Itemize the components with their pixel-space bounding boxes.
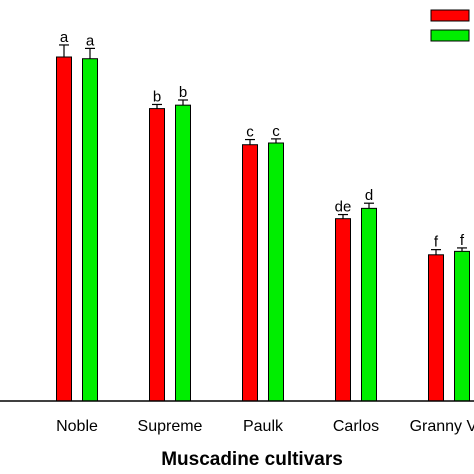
significance-label: d	[365, 187, 373, 204]
bar	[82, 58, 98, 402]
significance-label: de	[335, 199, 352, 216]
x-tick-label: Paulk	[243, 418, 284, 435]
bar	[268, 142, 284, 402]
bar	[56, 56, 72, 402]
bar	[428, 254, 444, 402]
bars-layer: aabbccdedffe	[56, 29, 470, 402]
legend	[430, 9, 470, 42]
bar	[149, 108, 165, 402]
x-tick-label: Carlos	[333, 418, 379, 435]
bar	[335, 218, 351, 402]
x-tick-label: Supreme	[138, 418, 203, 435]
significance-label: f	[460, 232, 465, 249]
x-tick-label: Noble	[56, 418, 98, 435]
bar	[454, 250, 470, 402]
significance-label: b	[179, 84, 187, 101]
significance-label: f	[434, 234, 439, 251]
significance-label: a	[60, 29, 69, 46]
legend-swatch	[430, 29, 470, 42]
significance-label: c	[272, 123, 280, 140]
significance-label: c	[246, 124, 254, 141]
x-axis-title: Muscadine cultivars	[161, 449, 343, 470]
bar	[242, 144, 258, 402]
bar	[175, 104, 191, 402]
significance-label: a	[86, 32, 95, 49]
legend-swatch	[430, 9, 470, 22]
bar	[361, 207, 377, 402]
x-tick-label: Granny Val	[410, 418, 474, 435]
significance-label: b	[153, 88, 161, 105]
